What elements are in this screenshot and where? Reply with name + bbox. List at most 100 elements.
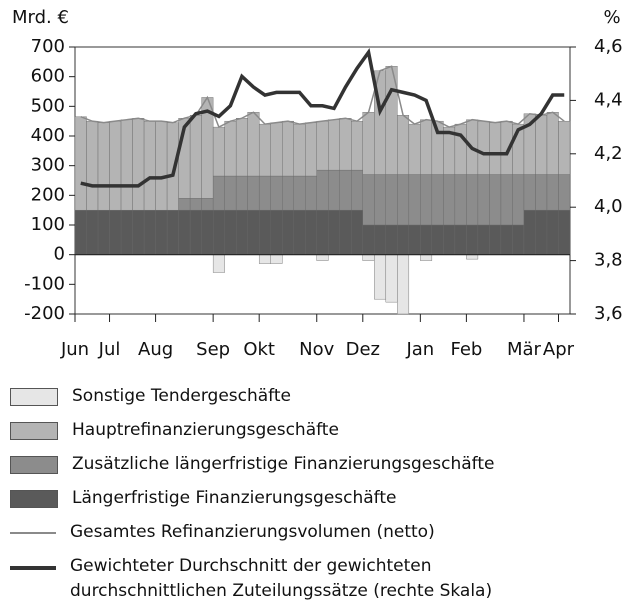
bar: [477, 120, 490, 175]
bar: [109, 209, 122, 255]
bar: [212, 254, 225, 273]
legend-swatch: [10, 490, 58, 508]
bar: [420, 174, 433, 226]
bar: [535, 174, 548, 211]
chart: Mrd. € % -200 -100 0 100 200 300 400 500 600 700 3…: [12, 7, 623, 360]
bar: [362, 174, 375, 226]
legend-item: Längerfristige Finanzierungsgeschäfte: [0, 486, 626, 511]
y-tick-label: -200: [24, 303, 65, 324]
legend-swatch: [10, 422, 58, 440]
y2-tick-label: 3,6: [594, 303, 623, 324]
bar: [166, 209, 179, 255]
legend-item: Zusätzliche längerfristige Finanzierungs…: [0, 452, 626, 477]
bar: [305, 175, 317, 211]
bar: [212, 175, 225, 211]
bar: [512, 174, 525, 226]
bar: [546, 174, 559, 211]
legend-item: Gewichteter Durchschnitt der gewichteten…: [0, 554, 626, 604]
bar: [235, 117, 248, 177]
bar: [546, 209, 559, 255]
bar: [201, 209, 214, 255]
bar: [385, 254, 398, 303]
bar: [86, 209, 99, 255]
bar: [224, 175, 237, 211]
bar: [247, 209, 260, 255]
bar: [489, 174, 502, 226]
bar: [74, 116, 87, 211]
bar: [143, 209, 156, 255]
x-tick-label: Jan: [405, 339, 434, 360]
bar: [466, 224, 479, 255]
y-axis-label: Mrd. €: [12, 7, 69, 28]
bar: [420, 224, 433, 255]
x-tick-label: Aug: [138, 339, 173, 360]
bar: [235, 175, 248, 211]
bar: [420, 119, 433, 175]
bar: [247, 175, 260, 211]
legend-item: Hauptrefinanzierungsgeschäfte: [0, 418, 626, 443]
bar: [443, 174, 456, 226]
bar: [224, 120, 237, 177]
bar: [385, 224, 398, 255]
bar: [374, 174, 387, 226]
bar: [454, 174, 467, 226]
bar: [408, 224, 421, 255]
bar: [282, 175, 294, 211]
bar: [512, 224, 525, 255]
bar: [362, 254, 375, 261]
legend-swatch: [10, 532, 56, 534]
bar: [270, 209, 283, 255]
bar: [535, 115, 548, 175]
x-tick-label: Feb: [450, 339, 482, 360]
page: Mrd. € % -200 -100 0 100 200 300 400 500 600 700 3…: [0, 7, 626, 601]
bar: [431, 224, 444, 255]
bar: [500, 224, 513, 255]
bar: [201, 198, 214, 211]
bar: [143, 120, 156, 211]
bar: [224, 209, 237, 255]
legend-label: Gesamtes Refinanzierungsvolumen (netto): [70, 522, 435, 542]
legend-label: Zusätzliche längerfristige Finanzierungs…: [72, 454, 495, 474]
y2-tick-label: 4,0: [594, 196, 623, 217]
y-tick-label: 200: [31, 184, 65, 205]
x-tick-label: Dez: [346, 339, 380, 360]
bar: [132, 117, 145, 211]
bar: [189, 198, 202, 211]
bar: [500, 174, 513, 226]
bar: [420, 254, 433, 261]
bar: [155, 209, 168, 255]
bar: [97, 209, 110, 255]
bar: [97, 122, 110, 211]
bar: [316, 169, 329, 211]
y-tick-label: 700: [31, 36, 65, 57]
bar: [351, 169, 363, 211]
bar: [270, 175, 283, 211]
bar: [258, 209, 271, 255]
bar: [166, 122, 179, 211]
y2-axis-label: %: [603, 7, 620, 28]
x-tick-label: Okt: [243, 339, 275, 360]
bar: [74, 209, 87, 255]
bar: [443, 224, 456, 255]
bar: [489, 224, 502, 255]
bar: [466, 174, 479, 226]
line-series: [80, 65, 565, 129]
bar: [155, 120, 168, 211]
bar: [86, 120, 99, 211]
legend-label: Längerfristige Finanzierungsgeschäfte: [72, 488, 397, 508]
bar: [328, 209, 340, 255]
y-tick-label: -100: [24, 273, 65, 294]
bar: [247, 112, 260, 177]
legend-label: Sonstige Tendergeschäfte: [72, 386, 291, 406]
bar: [477, 224, 490, 255]
y-tick-label: 500: [31, 95, 65, 116]
y-tick-label: 100: [31, 214, 65, 235]
bar: [189, 209, 202, 255]
legend-label: Gewichteter Durchschnitt der gewichteten…: [70, 556, 493, 601]
bar: [454, 123, 467, 175]
bar: [120, 209, 133, 255]
bar: [362, 224, 375, 255]
bar: [293, 209, 306, 255]
legend-item: Gesamtes Refinanzierungsvolumen (netto): [0, 520, 626, 545]
y-tick-label: 0: [54, 244, 65, 265]
